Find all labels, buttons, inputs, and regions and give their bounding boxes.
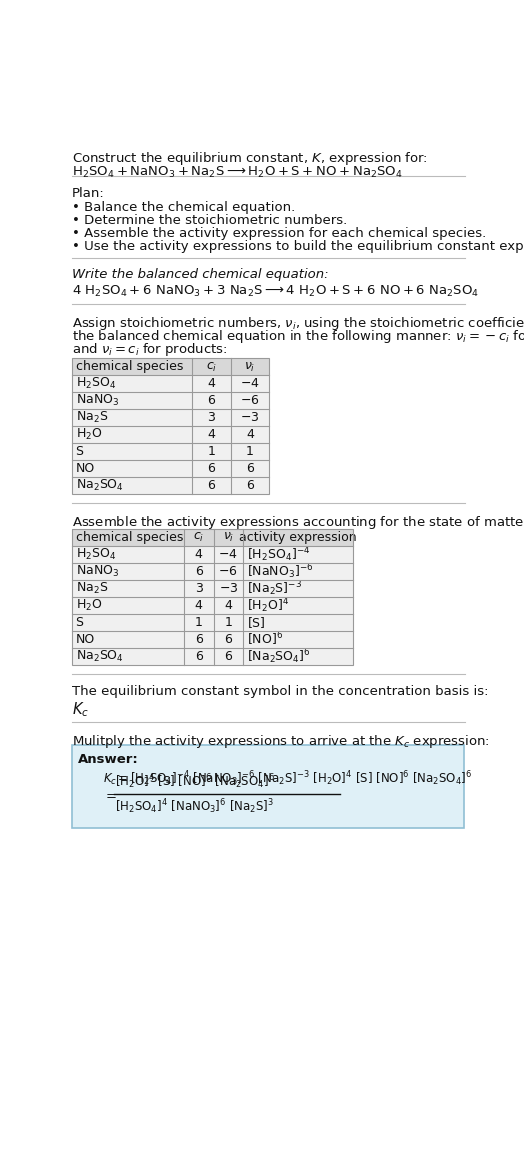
Text: 4: 4 xyxy=(208,377,215,390)
Text: 6: 6 xyxy=(208,394,215,408)
Text: 4: 4 xyxy=(224,599,232,612)
Text: Assign stoichiometric numbers, $\nu_i$, using the stoichiometric coefficients, $: Assign stoichiometric numbers, $\nu_i$, … xyxy=(72,315,524,332)
Text: Plan:: Plan: xyxy=(72,186,104,199)
Text: The equilibrium constant symbol in the concentration basis is:: The equilibrium constant symbol in the c… xyxy=(72,685,488,698)
Text: NO: NO xyxy=(75,633,95,647)
Text: 4: 4 xyxy=(195,599,203,612)
Text: and $\nu_i = c_i$ for products:: and $\nu_i = c_i$ for products: xyxy=(72,341,227,358)
Bar xyxy=(72,631,353,648)
Bar xyxy=(72,393,269,409)
Text: $[\mathrm{H_2O}]^{4}$: $[\mathrm{H_2O}]^{4}$ xyxy=(247,596,289,615)
Text: $[\mathrm{Na_2SO_4}]^{6}$: $[\mathrm{Na_2SO_4}]^{6}$ xyxy=(247,647,311,666)
Text: $[\mathrm{NO}]^{6}$: $[\mathrm{NO}]^{6}$ xyxy=(247,630,283,648)
Text: $-3$: $-3$ xyxy=(240,411,260,424)
Bar xyxy=(72,359,269,494)
Text: $K_c$: $K_c$ xyxy=(72,700,89,719)
Bar xyxy=(72,409,269,426)
Text: $\mathrm{H_2SO_4 + NaNO_3 + Na_2S \longrightarrow H_2O + S + NO + Na_2SO_4}$: $\mathrm{H_2SO_4 + NaNO_3 + Na_2S \longr… xyxy=(72,165,402,181)
Text: $\mathrm{H_2SO_4}$: $\mathrm{H_2SO_4}$ xyxy=(75,548,116,563)
Text: $\mathrm{NaNO_3}$: $\mathrm{NaNO_3}$ xyxy=(75,564,119,579)
Text: 6: 6 xyxy=(195,650,203,663)
Text: $[\mathrm{H_2O}]^{4}\ [\mathrm{S}]\ [\mathrm{NO}]^{6}\ [\mathrm{Na_2SO_4}]^{6}$: $[\mathrm{H_2O}]^{4}\ [\mathrm{S}]\ [\ma… xyxy=(115,772,275,791)
Bar xyxy=(72,598,353,614)
Text: $\mathrm{Na_2S}$: $\mathrm{Na_2S}$ xyxy=(75,581,108,596)
Text: 6: 6 xyxy=(246,479,254,492)
Text: $\mathrm{H_2SO_4}$: $\mathrm{H_2SO_4}$ xyxy=(75,376,116,391)
Bar xyxy=(72,564,353,580)
Bar xyxy=(72,580,353,598)
Text: $-6$: $-6$ xyxy=(240,394,260,408)
Text: Answer:: Answer: xyxy=(78,753,139,765)
Text: $\nu_i$: $\nu_i$ xyxy=(223,531,234,544)
Text: 4: 4 xyxy=(195,549,203,562)
Bar xyxy=(72,426,269,443)
Bar xyxy=(72,359,269,375)
Bar xyxy=(72,460,269,476)
Text: • Balance the chemical equation.: • Balance the chemical equation. xyxy=(72,200,295,213)
Text: NO: NO xyxy=(75,463,95,475)
Text: 6: 6 xyxy=(246,463,254,475)
Text: $\mathrm{H_2O}$: $\mathrm{H_2O}$ xyxy=(75,598,102,613)
Text: $\mathrm{NaNO_3}$: $\mathrm{NaNO_3}$ xyxy=(75,394,119,409)
Text: $[\mathrm{NaNO_3}]^{-6}$: $[\mathrm{NaNO_3}]^{-6}$ xyxy=(247,563,313,581)
Text: $=$: $=$ xyxy=(103,788,117,800)
Text: 6: 6 xyxy=(224,650,232,663)
Bar xyxy=(72,443,269,460)
Text: $\mathrm{Na_2S}$: $\mathrm{Na_2S}$ xyxy=(75,410,108,425)
Text: Construct the equilibrium constant, $K$, expression for:: Construct the equilibrium constant, $K$,… xyxy=(72,150,428,167)
Text: $\mathrm{Na_2SO_4}$: $\mathrm{Na_2SO_4}$ xyxy=(75,649,124,664)
Text: $[\mathrm{H_2SO_4}]^{-4}$: $[\mathrm{H_2SO_4}]^{-4}$ xyxy=(247,545,310,564)
Text: 6: 6 xyxy=(195,633,203,647)
Text: 1: 1 xyxy=(224,616,232,629)
Text: 3: 3 xyxy=(195,582,203,595)
Text: 6: 6 xyxy=(195,565,203,578)
Text: activity expression: activity expression xyxy=(239,531,357,544)
Text: 6: 6 xyxy=(208,479,215,492)
Text: $\nu_i$: $\nu_i$ xyxy=(244,360,256,374)
Text: Assemble the activity expressions accounting for the state of matter and $\nu_i$: Assemble the activity expressions accoun… xyxy=(72,514,524,531)
Bar xyxy=(72,529,353,546)
Text: 1: 1 xyxy=(208,445,215,458)
Text: $-3$: $-3$ xyxy=(219,582,238,595)
Text: the balanced chemical equation in the following manner: $\nu_i = -c_i$ for react: the balanced chemical equation in the fo… xyxy=(72,327,524,345)
Bar xyxy=(72,529,353,665)
Text: $-4$: $-4$ xyxy=(240,377,260,390)
Text: $\mathrm{H_2O}$: $\mathrm{H_2O}$ xyxy=(75,428,102,443)
Text: chemical species: chemical species xyxy=(75,360,183,374)
Bar xyxy=(72,476,269,494)
Text: 3: 3 xyxy=(208,411,215,424)
Text: 4: 4 xyxy=(246,429,254,442)
Text: chemical species: chemical species xyxy=(75,531,183,544)
Text: $[\mathrm{S}]$: $[\mathrm{S}]$ xyxy=(247,615,266,630)
Text: $[\mathrm{Na_2S}]^{-3}$: $[\mathrm{Na_2S}]^{-3}$ xyxy=(247,579,302,598)
Text: $[\mathrm{H_2SO_4}]^{4}\ [\mathrm{NaNO_3}]^{6}\ [\mathrm{Na_2S}]^{3}$: $[\mathrm{H_2SO_4}]^{4}\ [\mathrm{NaNO_3… xyxy=(115,797,274,815)
Text: 1: 1 xyxy=(195,616,203,629)
Text: • Determine the stoichiometric numbers.: • Determine the stoichiometric numbers. xyxy=(72,213,347,227)
Text: 4: 4 xyxy=(208,429,215,442)
Text: • Assemble the activity expression for each chemical species.: • Assemble the activity expression for e… xyxy=(72,227,486,240)
Bar xyxy=(72,614,353,631)
Text: $c_i$: $c_i$ xyxy=(205,360,217,374)
Text: S: S xyxy=(75,445,83,458)
Text: $-4$: $-4$ xyxy=(219,549,238,562)
Text: 6: 6 xyxy=(208,463,215,475)
Bar xyxy=(72,375,269,393)
Bar xyxy=(72,546,353,564)
Text: Write the balanced chemical equation:: Write the balanced chemical equation: xyxy=(72,268,329,282)
FancyBboxPatch shape xyxy=(72,746,464,828)
Text: Mulitply the activity expressions to arrive at the $K_c$ expression:: Mulitply the activity expressions to arr… xyxy=(72,733,489,750)
Text: 6: 6 xyxy=(224,633,232,647)
Text: $\mathrm{Na_2SO_4}$: $\mathrm{Na_2SO_4}$ xyxy=(75,478,124,493)
Bar xyxy=(72,648,353,665)
Text: $c_i$: $c_i$ xyxy=(193,531,204,544)
Text: $K_c = [\mathrm{H_2SO_4}]^{-4}\ [\mathrm{NaNO_3}]^{-6}\ [\mathrm{Na_2S}]^{-3}\ [: $K_c = [\mathrm{H_2SO_4}]^{-4}\ [\mathrm… xyxy=(103,770,472,789)
Text: • Use the activity expressions to build the equilibrium constant expression.: • Use the activity expressions to build … xyxy=(72,240,524,253)
Text: $4\ \mathrm{H_2SO_4 + 6\ NaNO_3 + 3\ Na_2S \longrightarrow 4\ H_2O + S + 6\ NO +: $4\ \mathrm{H_2SO_4 + 6\ NaNO_3 + 3\ Na_… xyxy=(72,284,479,299)
Text: $-6$: $-6$ xyxy=(219,565,238,578)
Text: 1: 1 xyxy=(246,445,254,458)
Text: S: S xyxy=(75,616,83,629)
